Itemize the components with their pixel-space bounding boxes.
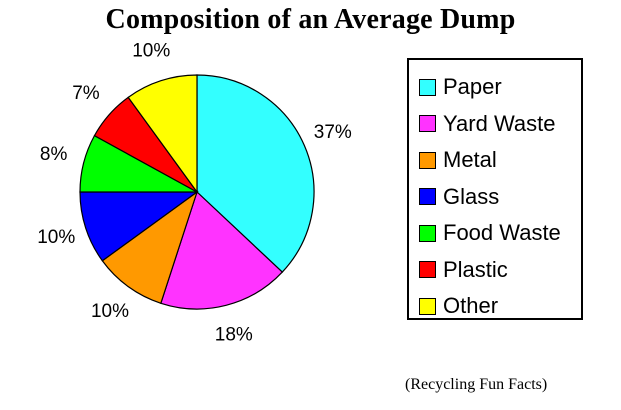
slice-label-paper: 37% — [314, 122, 352, 143]
legend-label: Yard Waste — [443, 110, 556, 136]
pie-slice-glass — [79, 191, 199, 262]
pie-labels: 37% 18% 10% 10% 8% 7% 10% — [37, 40, 352, 345]
legend-item-plastic: Plastic — [419, 255, 508, 285]
legend-item-glass: Glass — [419, 182, 499, 212]
slice-label-food-waste: 8% — [40, 144, 68, 165]
legend-swatch — [419, 261, 436, 278]
pie-slices — [79, 74, 315, 310]
legend-swatch — [419, 115, 436, 132]
legend-item-other: Other — [419, 291, 498, 321]
legend-item-metal: Metal — [419, 145, 497, 175]
slice-label-yard-waste: 18% — [215, 324, 253, 345]
pie-slice-other — [127, 74, 198, 194]
slice-label-glass: 10% — [37, 227, 75, 248]
slice-label-other: 10% — [132, 40, 170, 61]
source-note: (Recycling Fun Facts) — [405, 376, 548, 393]
chart-title: Composition of an Average Dump — [105, 4, 516, 35]
legend-swatch — [419, 224, 436, 242]
legend-label: Glass — [443, 183, 500, 209]
pie-slice-paper — [196, 74, 315, 273]
legend-swatch — [419, 297, 436, 315]
legend-label: Paper — [443, 74, 502, 99]
legend-label: Metal — [443, 147, 497, 172]
legend-item-yard-waste: Yard Waste — [419, 109, 555, 139]
slice-label-plastic: 7% — [72, 83, 100, 104]
legend-label: Plastic — [443, 256, 508, 282]
legend-item-paper: Paper — [419, 72, 502, 102]
pie-slice-yard-waste — [160, 190, 284, 310]
chart-legend: Paper Yard Waste Metal Glass Food Waste Plast… — [407, 58, 583, 320]
legend-item-food-waste: Food Waste — [419, 218, 561, 248]
legend-swatch — [419, 151, 436, 169]
legend-label: Other — [443, 293, 499, 318]
legend-swatch — [419, 188, 436, 205]
legend-swatch — [419, 78, 436, 96]
legend-label: Food Waste — [443, 220, 561, 245]
pie-slice-metal — [101, 190, 199, 305]
slice-label-metal: 10% — [91, 301, 129, 322]
